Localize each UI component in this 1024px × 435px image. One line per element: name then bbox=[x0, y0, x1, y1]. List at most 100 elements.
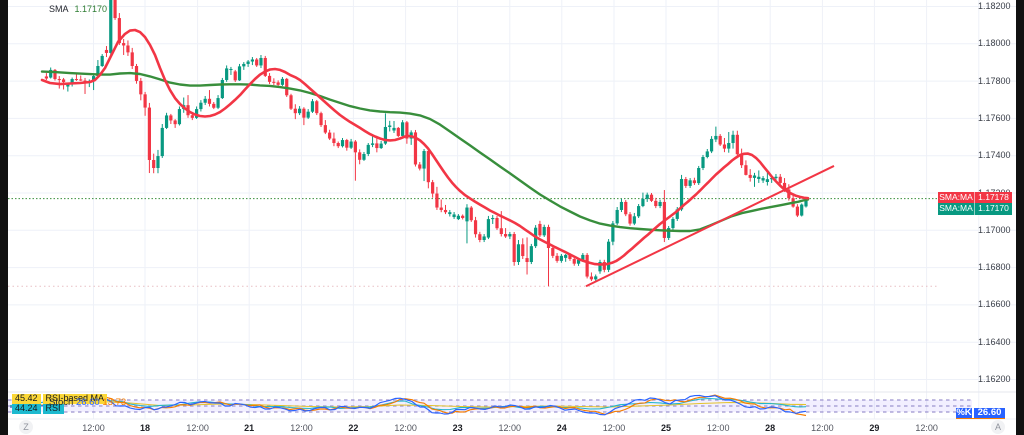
time-axis-label: 12:00 bbox=[706, 423, 730, 433]
stoch-k-badge-label: %K bbox=[956, 407, 972, 418]
candle-body bbox=[439, 207, 443, 210]
time-axis-label: 12:00 bbox=[602, 423, 626, 433]
candle-body bbox=[117, 18, 121, 44]
candle-body bbox=[581, 254, 585, 260]
candle-body bbox=[538, 223, 542, 236]
timezone-button[interactable]: Z bbox=[19, 420, 33, 434]
candle-body bbox=[637, 206, 641, 217]
candle-body bbox=[362, 154, 366, 160]
candle-body bbox=[765, 179, 769, 182]
stoch-k-badge-value: 26.60 bbox=[974, 408, 1005, 418]
candle-body bbox=[49, 69, 53, 78]
candle-body bbox=[388, 125, 392, 127]
candle-body bbox=[122, 43, 126, 46]
candle-body bbox=[169, 115, 173, 121]
candle-body bbox=[383, 126, 388, 144]
candle-body bbox=[705, 151, 709, 158]
sma-badge-name: SMA:MA bbox=[938, 191, 975, 203]
candle-body bbox=[787, 189, 791, 199]
candle-body bbox=[624, 201, 628, 215]
candle-body bbox=[113, 0, 117, 19]
candle-body bbox=[679, 179, 684, 210]
candle-body bbox=[752, 175, 757, 178]
candle-body bbox=[147, 107, 151, 160]
candle-body bbox=[654, 200, 658, 207]
candle-body bbox=[611, 223, 615, 242]
candle-body bbox=[345, 140, 349, 148]
candle-body bbox=[448, 212, 452, 215]
candle-body bbox=[482, 236, 486, 240]
candle-body bbox=[804, 200, 808, 207]
sma-badge-name: SMA:MA bbox=[938, 203, 975, 215]
candle-body bbox=[340, 140, 345, 147]
candle-body bbox=[74, 79, 79, 81]
price-axis-label: 1.17400 bbox=[978, 150, 1011, 161]
candle-body bbox=[667, 228, 671, 238]
candle-body bbox=[774, 176, 778, 179]
time-axis-label: 12:00 bbox=[394, 423, 417, 433]
candle-body bbox=[297, 108, 302, 114]
sma-price-badge: SMA:MA 1.17170 bbox=[938, 203, 1012, 215]
candle-body bbox=[66, 84, 70, 87]
candle-body bbox=[641, 198, 645, 207]
autoscale-button[interactable]: A bbox=[991, 420, 1005, 434]
candle-body bbox=[692, 180, 697, 184]
candle-body bbox=[521, 244, 525, 257]
candle-body bbox=[280, 78, 285, 85]
candle-body bbox=[589, 276, 594, 280]
candle-body bbox=[177, 109, 182, 125]
candle-body bbox=[302, 108, 306, 118]
time-axis-label: 12:00 bbox=[498, 423, 522, 433]
candle-body bbox=[688, 180, 692, 186]
sma-legend-label: SMA bbox=[49, 4, 69, 14]
candle-body bbox=[315, 101, 319, 114]
price-axis-label: 1.16200 bbox=[978, 374, 1011, 384]
stoch-legend-label: Stoch bbox=[49, 397, 74, 408]
candle-body bbox=[628, 214, 632, 224]
price-axis-label: 1.18200 bbox=[978, 1, 1011, 11]
candle-body bbox=[426, 151, 430, 183]
candle-body bbox=[675, 209, 679, 219]
price-axis-label: 1.16600 bbox=[978, 299, 1011, 310]
candle-body bbox=[259, 57, 263, 66]
candle-body bbox=[722, 144, 727, 149]
candle-body bbox=[684, 179, 688, 186]
candle-body bbox=[714, 135, 718, 140]
candle-body bbox=[160, 127, 164, 157]
candle-body bbox=[564, 254, 568, 258]
rsi-label-badge: RSI bbox=[42, 403, 64, 414]
candle-body bbox=[207, 98, 212, 104]
candle-body bbox=[418, 164, 422, 169]
candle-body bbox=[422, 151, 426, 169]
candle-body bbox=[697, 168, 701, 184]
candle-body bbox=[405, 122, 409, 139]
price-axis-label: 1.17800 bbox=[978, 75, 1011, 86]
candle-body bbox=[370, 143, 375, 145]
main-series-legend[interactable]: SMA 1.17170 bbox=[49, 4, 107, 14]
candle-body bbox=[79, 79, 83, 81]
candle-body bbox=[778, 176, 782, 183]
candle-body bbox=[173, 120, 177, 125]
candle-body bbox=[267, 75, 272, 82]
candle-body bbox=[126, 45, 130, 53]
candle-body bbox=[152, 159, 156, 169]
candle-body bbox=[328, 132, 332, 139]
candle-body bbox=[645, 194, 649, 199]
candle-body bbox=[598, 262, 602, 272]
candle-body bbox=[250, 59, 254, 62]
time-axis-label: 12:00 bbox=[186, 423, 209, 433]
candle-body bbox=[396, 127, 400, 136]
price-axis-label: 1.18000 bbox=[978, 38, 1011, 49]
candle-body bbox=[272, 81, 276, 83]
candle-body bbox=[190, 115, 194, 118]
candle-body bbox=[503, 234, 508, 237]
candle-body bbox=[576, 259, 581, 264]
stoch-legend[interactable]: Stoch 26.60 13.73 bbox=[49, 397, 126, 408]
candle-body bbox=[508, 234, 512, 237]
candle-body bbox=[795, 206, 800, 216]
candle-body bbox=[572, 259, 576, 264]
candle-body bbox=[555, 255, 559, 261]
time-axis-label: 29 bbox=[869, 423, 880, 433]
candle-body bbox=[400, 122, 405, 136]
